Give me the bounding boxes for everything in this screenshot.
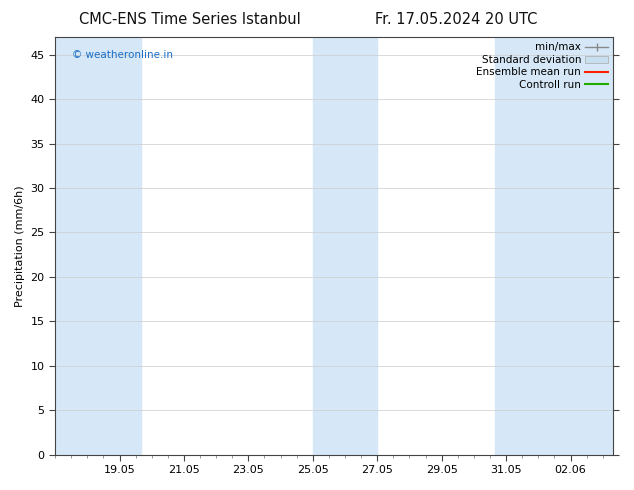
Bar	[538, 37, 614, 455]
Bar	[55, 37, 98, 455]
Text: CMC-ENS Time Series Istanbul: CMC-ENS Time Series Istanbul	[79, 12, 301, 27]
Bar	[345, 37, 377, 455]
Bar	[313, 37, 345, 455]
Bar	[98, 37, 141, 455]
Text: Fr. 17.05.2024 20 UTC: Fr. 17.05.2024 20 UTC	[375, 12, 538, 27]
Text: © weatheronline.in: © weatheronline.in	[72, 49, 173, 60]
Y-axis label: Precipitation (mm/6h): Precipitation (mm/6h)	[15, 185, 25, 307]
Legend: min/max, Standard deviation, Ensemble mean run, Controll run: min/max, Standard deviation, Ensemble me…	[472, 38, 612, 94]
Bar	[495, 37, 538, 455]
